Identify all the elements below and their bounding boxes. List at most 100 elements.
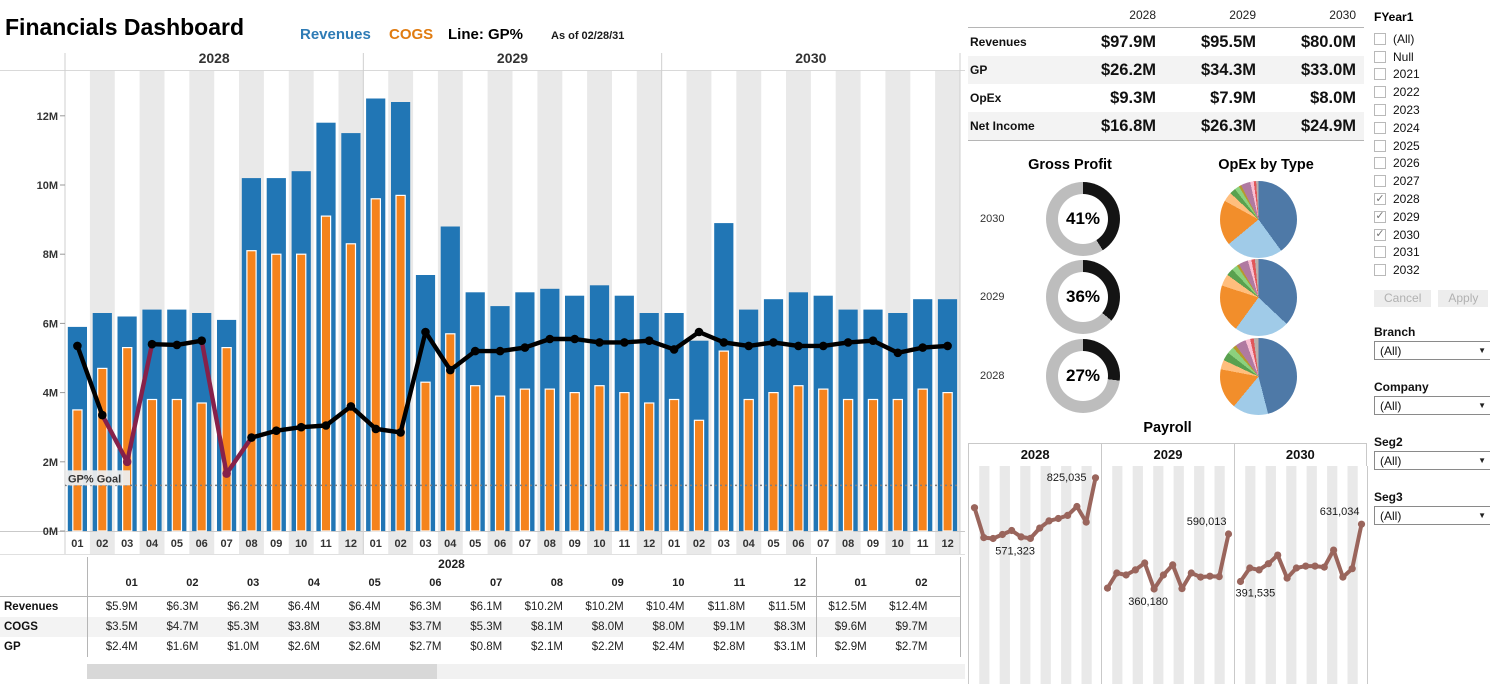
payroll-point[interactable]: [1159, 571, 1167, 579]
gross-profit-donut[interactable]: 27%: [1046, 339, 1120, 413]
fyear-option-all[interactable]: (All): [1374, 30, 1488, 48]
payroll-panel-2029[interactable]: 590,013 360,180: [1102, 466, 1235, 684]
gp-line-segment[interactable]: [522, 336, 552, 350]
cogs-bar[interactable]: [97, 367, 108, 532]
payroll-point[interactable]: [980, 534, 988, 542]
seg3-dropdown[interactable]: (All) ▼: [1374, 506, 1490, 525]
payroll-point[interactable]: [1045, 517, 1053, 525]
cogs-bar[interactable]: [842, 398, 854, 532]
gp-line-segment[interactable]: [348, 404, 378, 432]
cogs-bar[interactable]: [643, 402, 655, 532]
fyear-option-2027[interactable]: 2027: [1374, 172, 1488, 190]
payroll-point[interactable]: [1150, 585, 1158, 593]
gp-line-point[interactable]: [197, 336, 206, 346]
checkbox-unchecked[interactable]: [1374, 175, 1386, 188]
payroll-point[interactable]: [1197, 573, 1205, 581]
company-dropdown[interactable]: (All) ▼: [1374, 396, 1490, 415]
payroll-point[interactable]: [1255, 566, 1263, 574]
fyear-option-2030[interactable]: ✓ 2030: [1374, 226, 1488, 244]
gp-line-point[interactable]: [644, 336, 654, 346]
cogs-bar[interactable]: [892, 398, 904, 532]
payroll-point[interactable]: [970, 504, 979, 512]
gp-line-point[interactable]: [819, 341, 828, 351]
payroll-point[interactable]: [1073, 502, 1081, 511]
payroll-point[interactable]: [1348, 565, 1356, 573]
checkbox-unchecked[interactable]: [1374, 32, 1386, 45]
legend-revenues[interactable]: Revenues: [300, 26, 371, 43]
payroll-point[interactable]: [1054, 514, 1062, 523]
fyear-option-2023[interactable]: 2023: [1374, 101, 1488, 119]
gp-line-point[interactable]: [570, 334, 579, 344]
payroll-panel-2028[interactable]: 825,035 571,323: [969, 466, 1102, 684]
gp-line-point[interactable]: [595, 338, 604, 347]
gp-line-point[interactable]: [98, 410, 107, 420]
gp-line-point[interactable]: [296, 422, 306, 432]
fyear-option-2021[interactable]: 2021: [1374, 66, 1488, 84]
checkbox-checked[interactable]: ✓: [1374, 192, 1386, 206]
gp-line-point[interactable]: [321, 421, 331, 430]
payroll-point[interactable]: [1103, 584, 1112, 592]
gp-line-point[interactable]: [371, 424, 381, 434]
cogs-bar[interactable]: [420, 381, 431, 532]
table-scrollbar-track[interactable]: [87, 664, 965, 679]
payroll-point[interactable]: [1320, 563, 1328, 571]
apply-button[interactable]: Apply: [1438, 290, 1489, 307]
payroll-point[interactable]: [1236, 577, 1245, 586]
checkbox-unchecked[interactable]: [1374, 157, 1386, 170]
payroll-point[interactable]: [1036, 524, 1044, 532]
gp-line-point[interactable]: [719, 338, 729, 347]
payroll-point[interactable]: [1206, 572, 1214, 580]
cogs-bar[interactable]: [470, 385, 481, 532]
gp-line-point[interactable]: [122, 457, 132, 467]
checkbox-unchecked[interactable]: [1374, 68, 1386, 81]
payroll-line[interactable]: [1105, 532, 1231, 591]
gp-line-segment[interactable]: [323, 404, 354, 428]
payroll-point[interactable]: [1017, 533, 1025, 541]
cogs-bar[interactable]: [867, 398, 879, 532]
gp-line-segment[interactable]: [224, 435, 254, 476]
payroll-point[interactable]: [1224, 530, 1233, 538]
payroll-panel-2030[interactable]: 631,034 391,535: [1235, 466, 1368, 684]
opex-pie-2029[interactable]: [1220, 259, 1297, 336]
cogs-bar[interactable]: [942, 392, 953, 532]
payroll-point[interactable]: [1330, 546, 1338, 554]
fyear-option-null[interactable]: Null: [1374, 48, 1488, 66]
gp-line-point[interactable]: [495, 346, 505, 356]
cogs-bar[interactable]: [445, 333, 456, 532]
payroll-point[interactable]: [1292, 564, 1300, 572]
checkbox-unchecked[interactable]: [1374, 246, 1386, 259]
checkbox-unchecked[interactable]: [1374, 104, 1386, 117]
cogs-bar[interactable]: [146, 398, 158, 532]
payroll-point[interactable]: [1357, 520, 1366, 528]
payroll-point[interactable]: [1026, 534, 1034, 542]
payroll-point[interactable]: [989, 534, 997, 543]
payroll-point[interactable]: [1141, 559, 1149, 567]
payroll-point[interactable]: [1122, 571, 1130, 579]
payroll-point[interactable]: [1274, 551, 1282, 559]
gp-line-point[interactable]: [943, 341, 952, 351]
cogs-bar[interactable]: [594, 385, 605, 532]
gp-line-point[interactable]: [147, 339, 157, 349]
gp-line-segment[interactable]: [124, 342, 155, 464]
cogs-bar[interactable]: [296, 253, 307, 532]
cogs-bar[interactable]: [917, 388, 928, 532]
payroll-chart[interactable]: 590,013 360,180: [1102, 466, 1234, 684]
gp-line-point[interactable]: [620, 338, 629, 347]
payroll-chart[interactable]: 631,034 391,535: [1235, 466, 1367, 684]
gp-line-segment[interactable]: [671, 329, 702, 352]
checkbox-checked[interactable]: ✓: [1374, 210, 1386, 223]
cogs-bar[interactable]: [619, 392, 630, 532]
cogs-bar[interactable]: [793, 385, 804, 532]
cogs-bar[interactable]: [494, 395, 506, 532]
table-scrollbar-thumb[interactable]: [87, 664, 437, 679]
cogs-bar[interactable]: [569, 392, 580, 532]
fyear-option-2031[interactable]: 2031: [1374, 244, 1488, 262]
gp-line-point[interactable]: [545, 334, 555, 344]
gp-line-point[interactable]: [918, 343, 927, 352]
checkbox-unchecked[interactable]: [1374, 264, 1386, 277]
gp-line-point[interactable]: [744, 341, 753, 351]
cogs-bar[interactable]: [519, 388, 531, 532]
cancel-button[interactable]: Cancel: [1374, 290, 1432, 307]
payroll-point[interactable]: [1246, 564, 1254, 572]
payroll-point[interactable]: [1302, 562, 1310, 570]
